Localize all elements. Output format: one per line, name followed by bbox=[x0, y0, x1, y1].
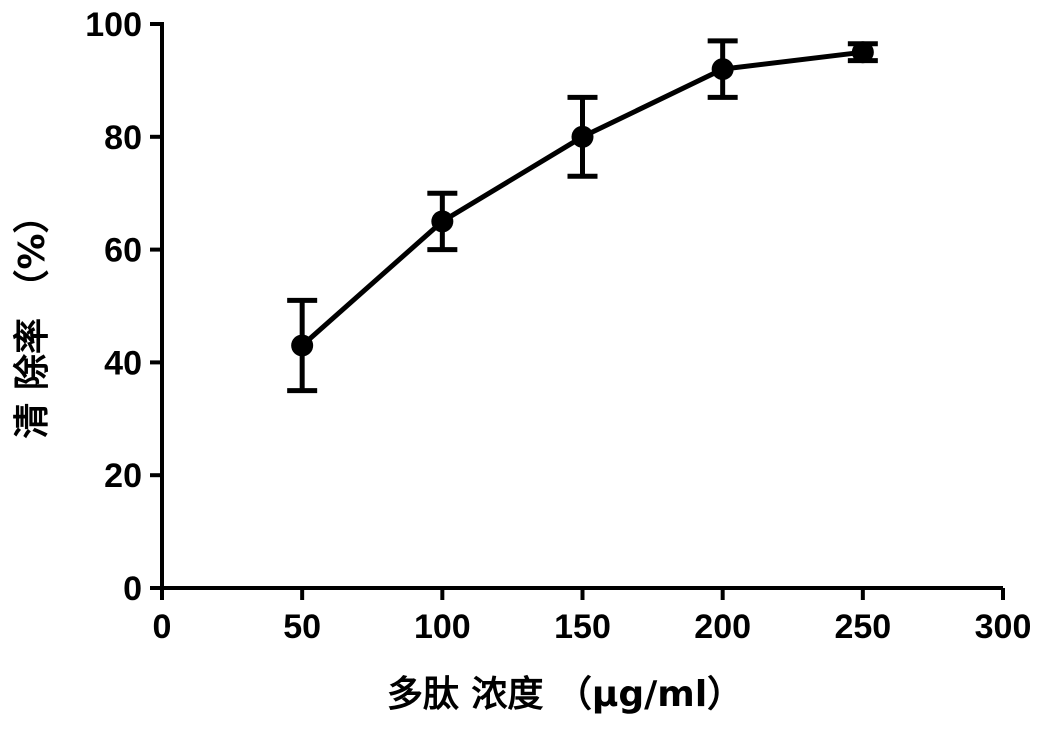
data-point bbox=[431, 210, 454, 233]
y-tick-label: 80 bbox=[104, 119, 142, 157]
y-tick-label: 20 bbox=[104, 457, 142, 495]
x-tick-label: 250 bbox=[834, 608, 891, 646]
y-tick-label: 40 bbox=[104, 344, 142, 382]
y-axis-title: 清 除率 （%） bbox=[12, 197, 53, 438]
y-tick-label: 100 bbox=[85, 6, 142, 44]
x-tick-label: 300 bbox=[975, 608, 1032, 646]
x-tick-label: 150 bbox=[554, 608, 611, 646]
x-axis-title: 多肽 浓度 （μg/ml） bbox=[387, 674, 743, 715]
x-tick-label: 0 bbox=[153, 608, 172, 646]
y-tick-label: 60 bbox=[104, 232, 142, 270]
data-point bbox=[291, 334, 314, 357]
x-tick-label: 50 bbox=[283, 608, 321, 646]
x-tick-label: 200 bbox=[694, 608, 751, 646]
y-tick-label: 0 bbox=[123, 570, 142, 608]
data-point bbox=[571, 125, 594, 148]
x-tick-label: 100 bbox=[414, 608, 471, 646]
plot-area: 0 20 40 60 80 100 0 50 100 150 200 250 300 bbox=[85, 6, 1031, 646]
data-point bbox=[851, 41, 874, 64]
data-point bbox=[711, 58, 734, 81]
